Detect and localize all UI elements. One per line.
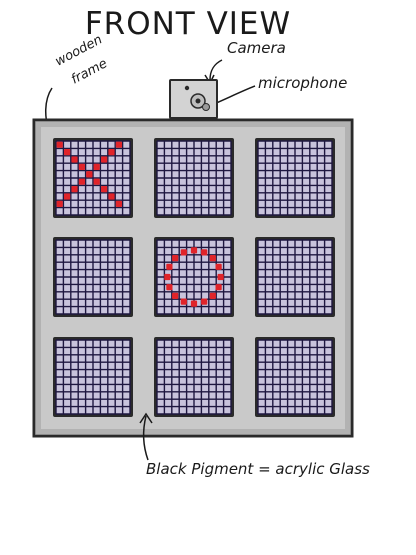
led-pixel <box>201 249 208 256</box>
led-pixel <box>108 193 115 200</box>
led-pixel <box>217 273 224 281</box>
pigment-arrow <box>142 415 149 461</box>
led-pixel <box>190 300 198 307</box>
board-cell <box>53 237 133 317</box>
led-pixel <box>180 298 187 305</box>
led-pixel <box>56 200 63 208</box>
pigment-arrowhead <box>139 412 153 424</box>
led-pixel <box>93 163 100 171</box>
camera-arrow <box>209 59 223 81</box>
led-pixel <box>86 171 93 178</box>
led-pixel <box>100 156 108 163</box>
led-pixel <box>78 178 86 185</box>
led-pixel <box>209 292 216 299</box>
camera-module <box>169 79 218 119</box>
board-cell <box>53 337 133 417</box>
camera-label: Camera <box>227 39 286 57</box>
board-cell <box>154 138 234 218</box>
led-pixel <box>108 148 115 156</box>
led-pixel <box>63 148 71 156</box>
led-pixel <box>93 178 100 185</box>
microphone-label: microphone <box>258 74 347 92</box>
microphone-icon <box>202 103 210 111</box>
led-pixel <box>115 200 123 208</box>
led-pixel <box>166 263 173 270</box>
board-cell <box>255 237 335 317</box>
board-cell <box>154 337 234 417</box>
led-pixel <box>115 141 123 148</box>
led-pixel <box>180 249 187 256</box>
board-cell <box>154 237 234 317</box>
led-pixel <box>172 292 179 299</box>
led-pixel <box>100 185 108 193</box>
led-pixel <box>164 273 171 281</box>
led-pixel <box>78 163 86 171</box>
board-cell <box>53 138 133 218</box>
board-cell <box>255 337 335 417</box>
diagram-title: FRONT VIEW <box>85 6 291 42</box>
led-pixel <box>172 255 179 262</box>
led-pixel <box>63 193 71 200</box>
led-pixel <box>56 141 63 148</box>
pigment-note: Black Pigment = acrylic Glass <box>146 460 370 478</box>
board-cell <box>255 138 335 218</box>
led-pixel <box>215 284 222 291</box>
microphone-arrow <box>213 85 256 105</box>
led-pixel <box>215 263 222 270</box>
tic-tac-toe-board <box>53 138 335 417</box>
led-pixel <box>71 185 78 193</box>
led-pixel <box>71 156 78 163</box>
led-pixel <box>190 247 198 254</box>
led-pixel <box>166 284 173 291</box>
led-pixel <box>201 298 208 305</box>
led-pixel <box>209 255 216 262</box>
